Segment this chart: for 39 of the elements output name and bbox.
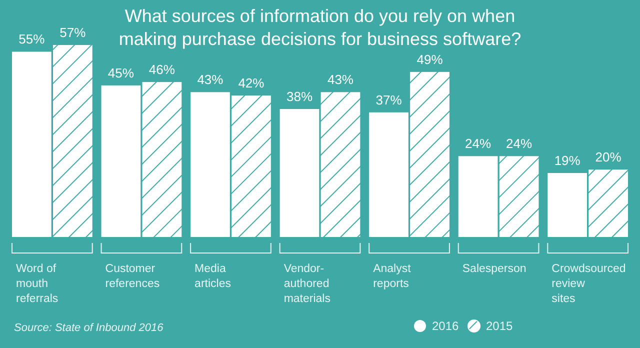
x-tick-label: Media articles bbox=[194, 263, 232, 290]
data-label: 42% bbox=[238, 76, 265, 91]
x-tick-label: Salesperson bbox=[462, 263, 526, 275]
data-label: 49% bbox=[416, 52, 444, 67]
chart-title: What sources of information do you rely on when making purchase decisions for business software? bbox=[118, 6, 522, 49]
x-tick-label: Word of mouth referrals bbox=[16, 263, 58, 305]
data-label: 43% bbox=[327, 72, 354, 88]
data-label: 45% bbox=[108, 65, 134, 80]
bar bbox=[190, 92, 230, 237]
data-label: 19% bbox=[554, 153, 581, 168]
bar bbox=[12, 52, 52, 237]
bar bbox=[499, 156, 539, 237]
bar bbox=[280, 109, 320, 237]
legend-label: 2015 bbox=[486, 319, 514, 333]
data-label: 38% bbox=[286, 89, 313, 104]
bar bbox=[369, 112, 408, 237]
source-note: Source: State of Inbound 2016 bbox=[14, 322, 164, 334]
legend-label: 2016 bbox=[432, 319, 460, 333]
x-tick-label: Crowdsourced review sites bbox=[552, 263, 626, 305]
x-tick-label: Customer references bbox=[105, 263, 160, 290]
bar bbox=[548, 173, 588, 237]
data-label: 37% bbox=[376, 92, 402, 108]
data-label: 24% bbox=[465, 136, 492, 152]
x-tick-label: Analyst reports bbox=[373, 263, 412, 290]
data-label: 20% bbox=[595, 150, 622, 165]
bar bbox=[588, 170, 628, 237]
data-label: 43% bbox=[197, 72, 224, 88]
bar bbox=[410, 72, 450, 237]
bar bbox=[142, 82, 182, 237]
bar bbox=[52, 45, 92, 237]
data-label: 46% bbox=[148, 62, 176, 78]
bar bbox=[101, 85, 141, 237]
data-label: 24% bbox=[506, 136, 532, 152]
bar bbox=[232, 96, 271, 237]
bar bbox=[320, 92, 360, 237]
data-label: 55% bbox=[18, 32, 46, 47]
bar bbox=[458, 156, 498, 237]
data-label: 57% bbox=[60, 25, 86, 40]
x-tick-label: Vendor- authored materials bbox=[284, 263, 331, 305]
